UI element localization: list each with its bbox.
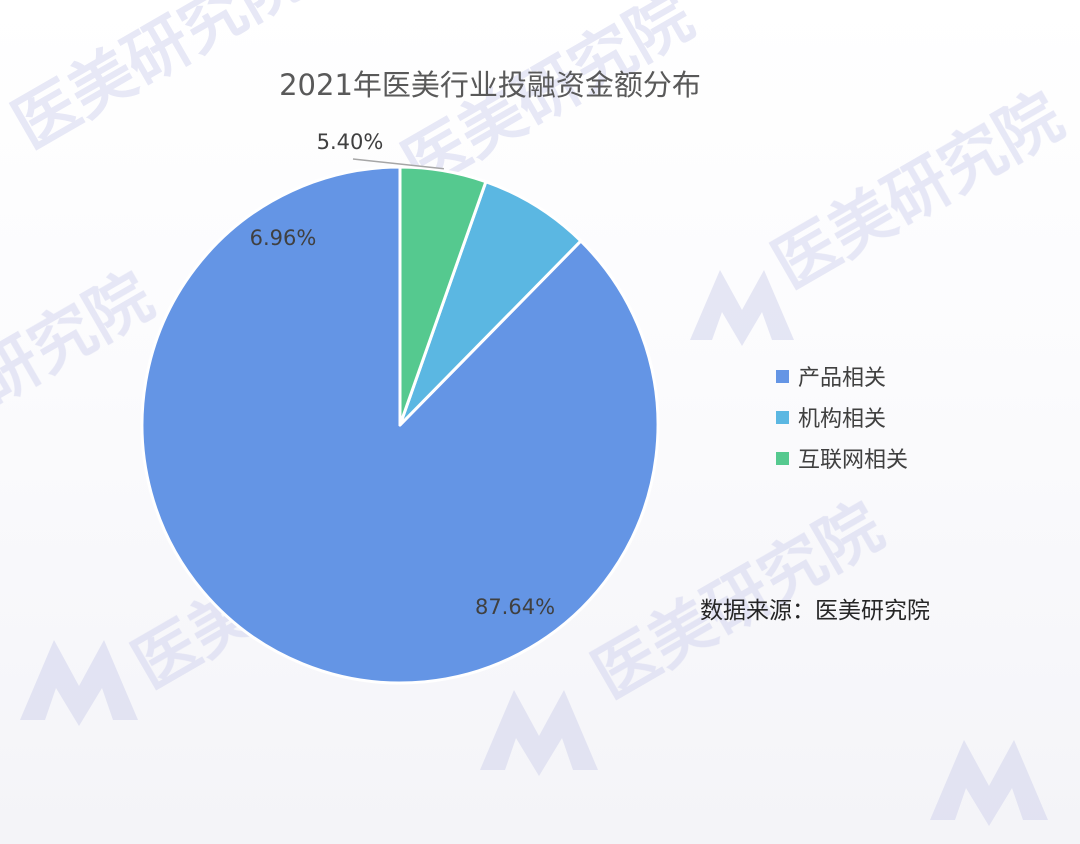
data-label: 87.64% bbox=[475, 595, 555, 619]
legend-label: 产品相关 bbox=[798, 366, 886, 391]
legend-swatch bbox=[776, 370, 789, 383]
data-label: 6.96% bbox=[250, 226, 317, 250]
pie-slice-3 bbox=[398, 165, 488, 427]
pie-slice-2 bbox=[398, 180, 583, 427]
leader-line bbox=[352, 158, 444, 170]
data-label: 5.40% bbox=[317, 130, 384, 154]
legend-swatch bbox=[776, 411, 789, 424]
legend-label: 互联网相关 bbox=[798, 448, 908, 473]
pie-slices bbox=[140, 165, 660, 685]
chart-title: 2021年医美行业投融资金额分布 bbox=[279, 68, 701, 102]
leader-lines bbox=[352, 158, 444, 170]
source-note: 数据来源：医美研究院 bbox=[700, 598, 930, 624]
data-labels: 87.64% 6.96% 5.40% bbox=[250, 130, 555, 619]
legend-label: 机构相关 bbox=[798, 407, 886, 432]
legend-swatch bbox=[776, 452, 789, 465]
